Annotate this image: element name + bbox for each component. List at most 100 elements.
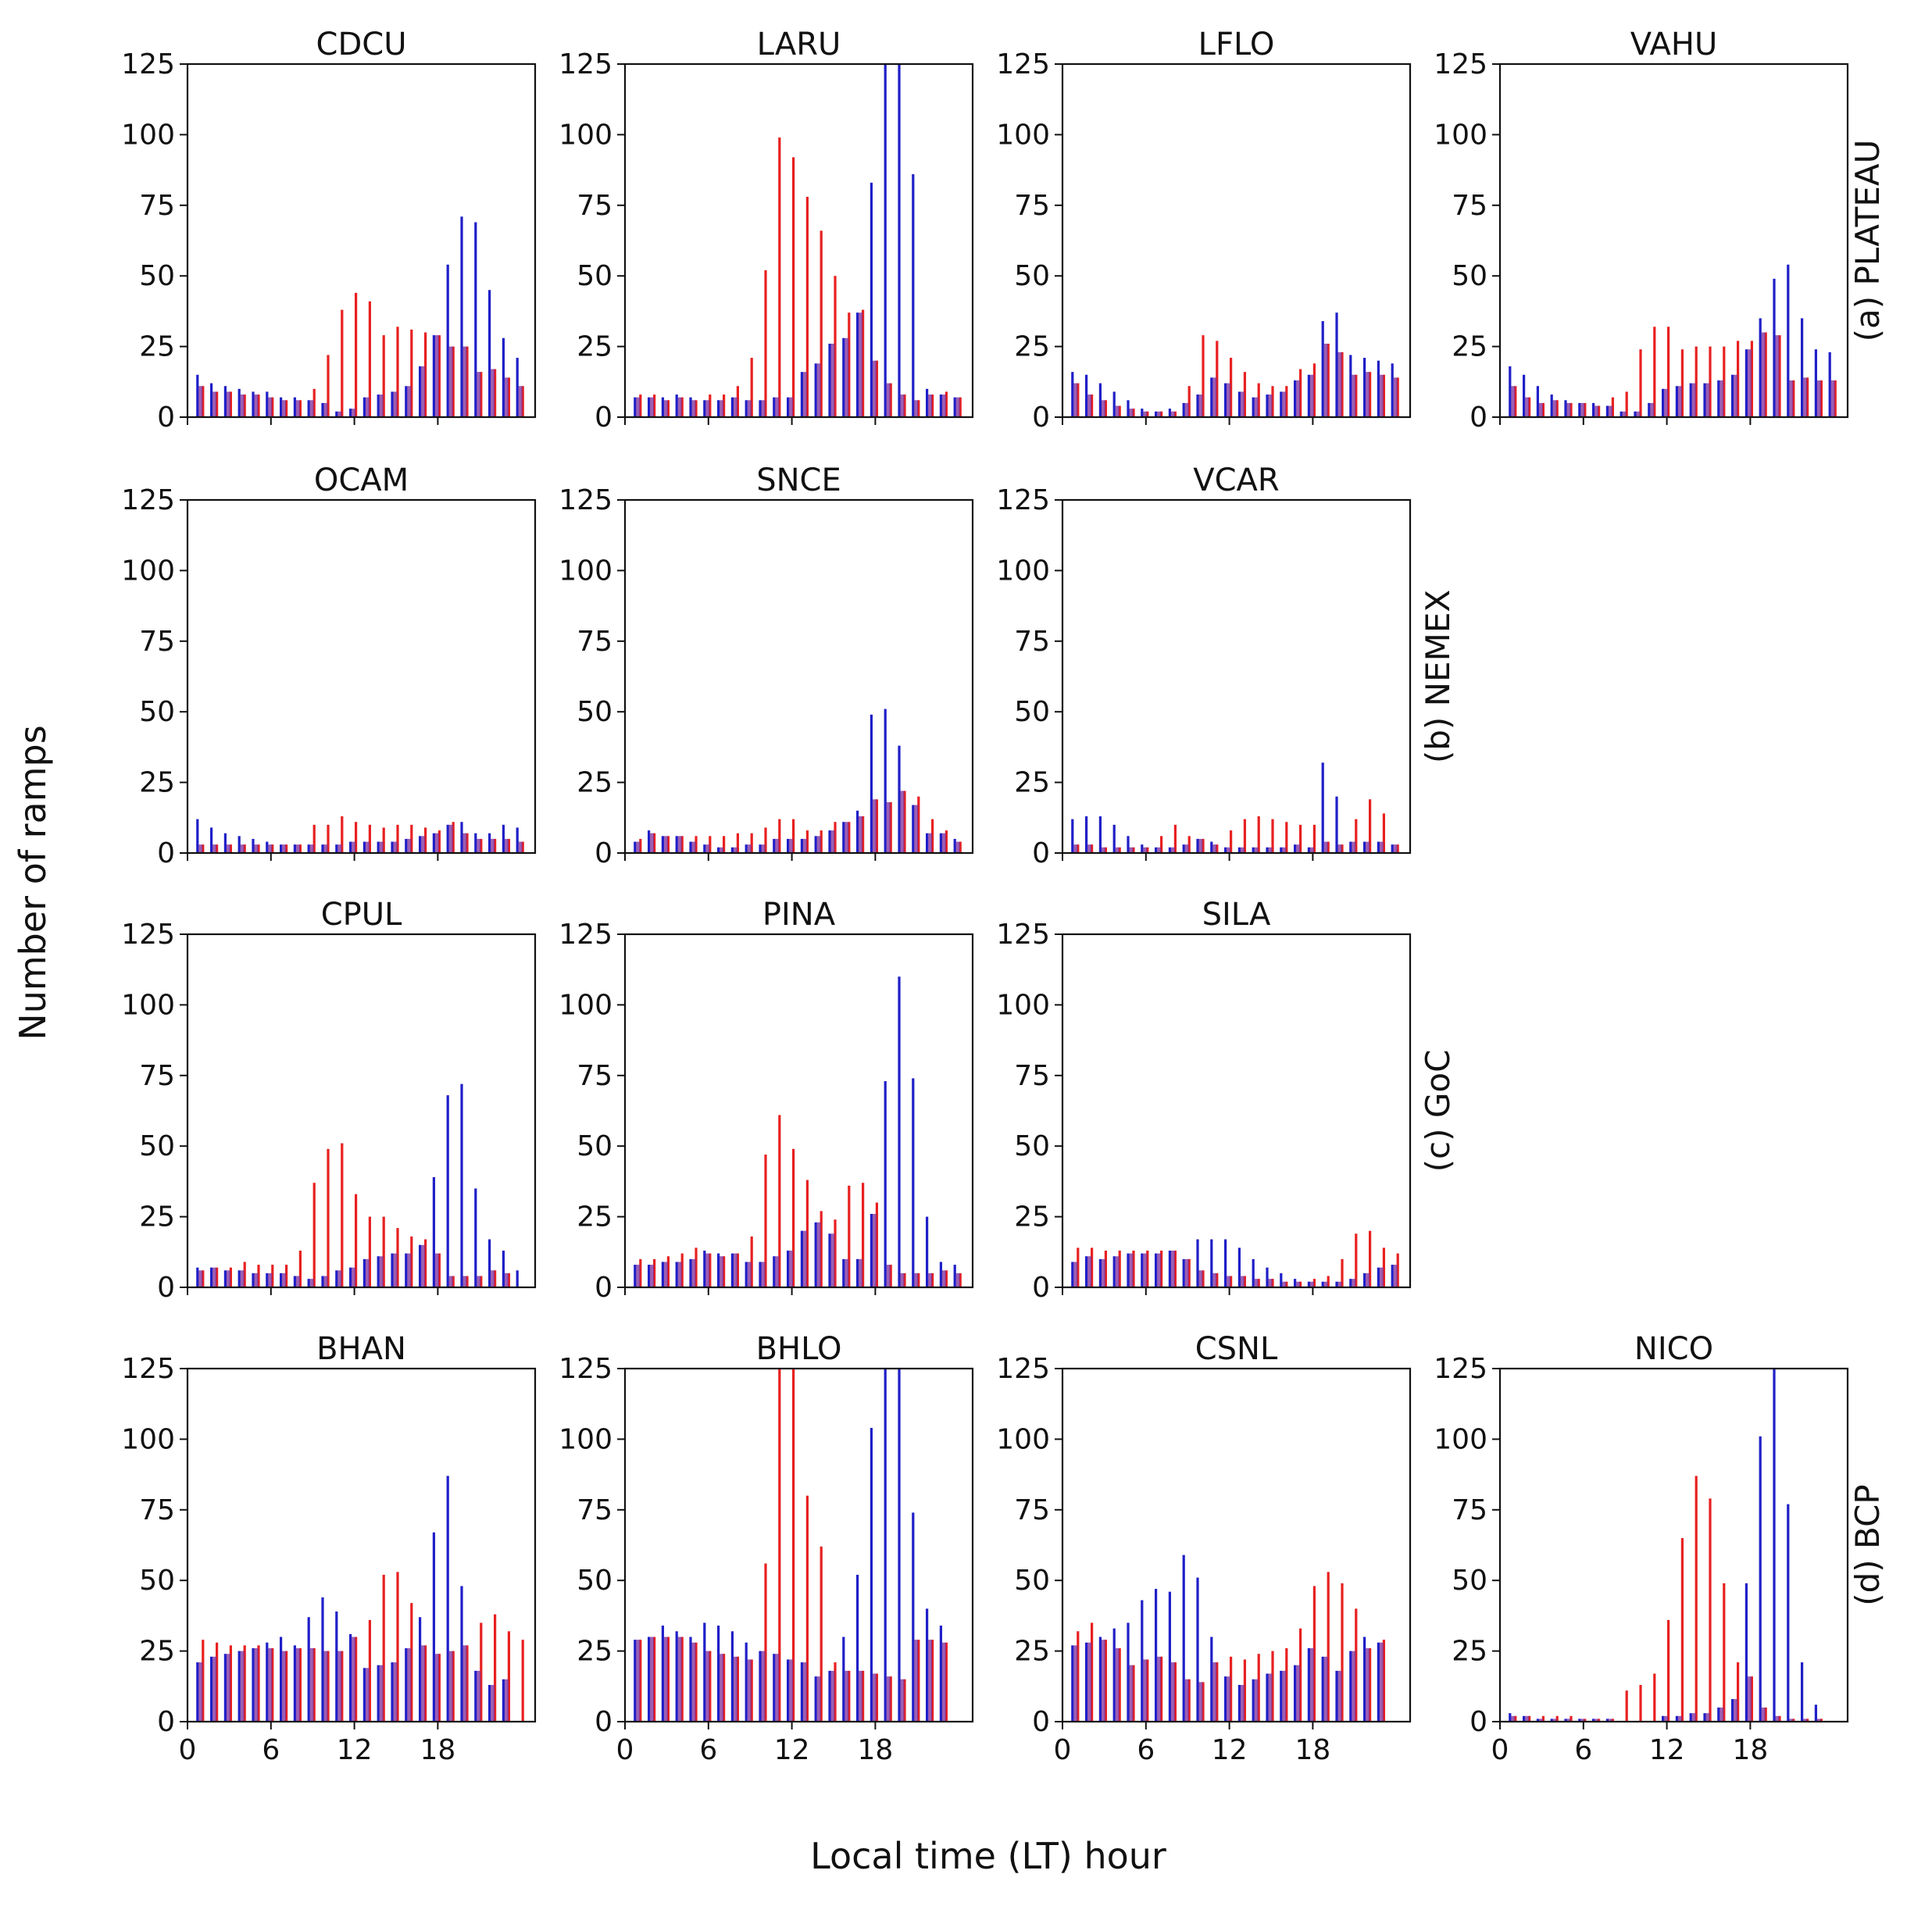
bar-overlap — [1254, 397, 1259, 417]
bar-blue — [349, 1267, 352, 1287]
bar-red — [862, 1670, 865, 1722]
bar-blue — [502, 337, 505, 417]
bar-red — [1369, 372, 1372, 417]
y-tick-label: 125 — [121, 1353, 175, 1385]
bar-blue — [1196, 1239, 1199, 1287]
bar-red — [327, 1651, 330, 1722]
panel-frame — [186, 933, 537, 1289]
bar-red — [1737, 341, 1740, 417]
bar-red — [1271, 1279, 1274, 1287]
bar-red — [312, 824, 316, 853]
bar-red — [1639, 349, 1642, 417]
bar-blue — [703, 1250, 706, 1287]
bar-overlap — [1073, 1262, 1078, 1287]
bar-red — [1230, 358, 1233, 417]
bar-overlap — [1073, 383, 1078, 417]
bar-blue — [1252, 1258, 1255, 1287]
y-tick-label: 0 — [595, 837, 612, 869]
bar-red — [396, 824, 399, 853]
bar-blue — [870, 1427, 873, 1722]
panel-frame — [186, 498, 537, 855]
bar-blue — [1280, 847, 1283, 853]
panel-title: NICO — [1634, 1331, 1713, 1367]
bar-blue — [1731, 1699, 1734, 1722]
bar-overlap — [491, 369, 495, 417]
bar-overlap — [282, 400, 287, 417]
y-tick-label: 25 — [139, 1636, 175, 1668]
bar-blue — [1335, 1281, 1338, 1287]
bar-blue — [1168, 1591, 1171, 1722]
bar-blue — [223, 1654, 227, 1722]
bar-blue — [1578, 402, 1581, 417]
bar-blue — [1620, 411, 1623, 417]
bar-red — [1584, 1719, 1587, 1722]
bar-blue — [898, 745, 901, 853]
bar-red — [1709, 1498, 1712, 1722]
bar-red — [410, 329, 413, 417]
y-tick-label: 100 — [1434, 119, 1487, 151]
bar-blue — [488, 1684, 491, 1722]
bar-red — [1257, 1279, 1260, 1287]
bar-red — [298, 1647, 302, 1722]
bar-overlap — [379, 1665, 384, 1722]
bar-red — [1396, 1253, 1399, 1287]
bar-blue — [1745, 1583, 1748, 1722]
bar-overlap — [830, 830, 835, 853]
bar-blue — [1321, 1281, 1324, 1287]
panel-sila: SILA 0 25 50 75 100 125 — [996, 897, 1412, 1304]
bar-red — [1792, 380, 1795, 417]
y-tick-label: 125 — [121, 48, 175, 80]
bar-blue — [405, 838, 408, 853]
x-axis-title: Local time (LT) hour — [810, 1835, 1166, 1877]
bar-overlap — [1323, 343, 1328, 417]
bar-blue — [460, 1586, 463, 1722]
bar-red — [452, 1276, 455, 1287]
bar-overlap — [352, 409, 356, 417]
bar-red — [1584, 402, 1587, 417]
bar-overlap — [434, 833, 439, 853]
bar-overlap — [1309, 374, 1314, 417]
bar-blue — [759, 1651, 762, 1722]
bar-overlap — [1608, 1719, 1612, 1722]
bar-blue — [1196, 1577, 1199, 1722]
bar-overlap — [859, 1670, 863, 1722]
bar-overlap — [872, 360, 877, 417]
bar-overlap — [1184, 402, 1189, 417]
bar-overlap — [941, 1270, 946, 1287]
bar-blue — [405, 386, 408, 417]
bar-overlap — [845, 822, 849, 853]
bar-overlap — [1337, 352, 1342, 417]
bar-overlap — [1366, 841, 1370, 853]
bar-blue — [377, 1665, 380, 1722]
panel-frame — [186, 1367, 537, 1723]
panel-title: SILA — [1202, 897, 1271, 933]
bar-overlap — [421, 1244, 426, 1287]
bar-red — [341, 1651, 344, 1722]
y-tick-label: 0 — [1032, 1706, 1050, 1738]
bar-red — [1257, 1654, 1260, 1722]
bar-red — [1132, 1665, 1135, 1722]
bar-overlap — [1538, 1719, 1543, 1722]
bar-overlap — [1296, 1281, 1301, 1287]
bar-red — [917, 400, 920, 417]
bar-overlap — [733, 1253, 737, 1287]
panel-snce: SNCE 0 25 50 75 100 125 — [559, 462, 974, 869]
bar-red — [1528, 397, 1531, 417]
bar-red — [1723, 346, 1726, 417]
bar-red — [452, 1651, 455, 1722]
panel-ocam: OCAM 0 25 50 75 100 125 — [121, 462, 537, 869]
bar-red — [917, 796, 920, 853]
panel-frame — [623, 62, 974, 419]
bar-overlap — [337, 844, 342, 853]
bar-red — [1750, 1676, 1753, 1722]
bar-red — [396, 1228, 399, 1287]
bar-overlap — [1212, 1272, 1217, 1287]
bar-overlap — [1212, 844, 1217, 853]
bar-blue — [474, 1188, 477, 1287]
bar-overlap — [1323, 1281, 1328, 1287]
bar-red — [298, 844, 302, 853]
panel-pina: PINA 0 25 50 75 100 125 — [559, 897, 974, 1304]
bar-blue — [856, 1574, 859, 1722]
bar-blue — [460, 216, 463, 417]
bar-blue — [1536, 386, 1539, 417]
